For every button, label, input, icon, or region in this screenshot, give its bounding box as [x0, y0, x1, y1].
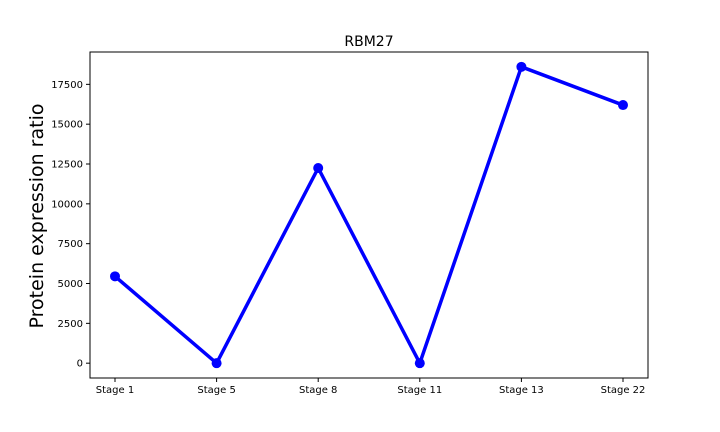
y-tick-label: 10000 — [51, 199, 83, 210]
y-tick-label: 0 — [77, 359, 83, 370]
data-point — [516, 61, 527, 72]
y-axis-label: Protein expression ratio — [26, 104, 48, 329]
y-tick-label: 17500 — [51, 80, 83, 91]
data-point — [414, 358, 425, 369]
chart-title: RBM27 — [344, 34, 393, 50]
x-tick-label: Stage 1 — [96, 385, 134, 396]
y-tick-label: 7500 — [58, 239, 83, 250]
x-tick-label: Stage 11 — [397, 385, 442, 396]
plot-frame — [89, 51, 649, 379]
y-tick-label: 15000 — [51, 120, 83, 131]
x-tick-label: Stage 8 — [299, 385, 337, 396]
y-tick-label: 2500 — [58, 319, 83, 330]
y-tick-label: 5000 — [58, 279, 83, 290]
series-line — [113, 65, 624, 365]
x-tick-label: Stage 13 — [499, 385, 544, 396]
x-tick-label: Stage 22 — [601, 385, 646, 396]
data-point — [211, 358, 222, 369]
data-point — [618, 100, 628, 111]
data-point — [313, 162, 324, 173]
x-tick-label: Stage 5 — [197, 385, 235, 396]
plot-area: 0 2500 5000 7500 10000 12500 15000 17500 Stage 1… — [51, 61, 646, 396]
y-tick-label: 12500 — [51, 160, 83, 171]
data-point — [110, 271, 120, 282]
